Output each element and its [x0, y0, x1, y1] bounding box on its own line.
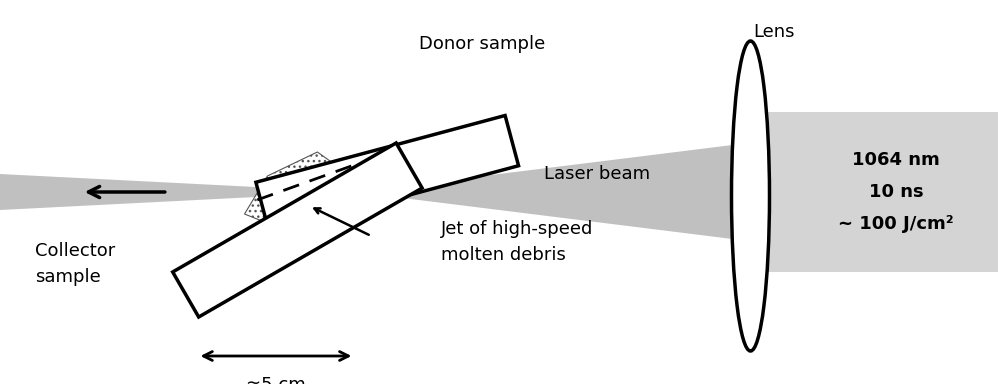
Bar: [750, 112, 998, 272]
Text: 1064 nm
10 ns
~ 100 J/cm²: 1064 nm 10 ns ~ 100 J/cm²: [838, 151, 954, 233]
Text: ≈5 cm: ≈5 cm: [246, 376, 305, 384]
Text: Lens: Lens: [753, 23, 795, 41]
Text: Laser beam: Laser beam: [544, 165, 650, 183]
Polygon shape: [354, 112, 998, 272]
Polygon shape: [173, 143, 422, 317]
Text: Jet of high-speed
molten debris: Jet of high-speed molten debris: [441, 220, 594, 263]
Text: Collector
sample: Collector sample: [35, 243, 115, 285]
Polygon shape: [255, 116, 519, 232]
Ellipse shape: [732, 41, 769, 351]
Polygon shape: [245, 152, 359, 238]
Text: Donor sample: Donor sample: [419, 35, 546, 53]
Polygon shape: [0, 174, 354, 210]
